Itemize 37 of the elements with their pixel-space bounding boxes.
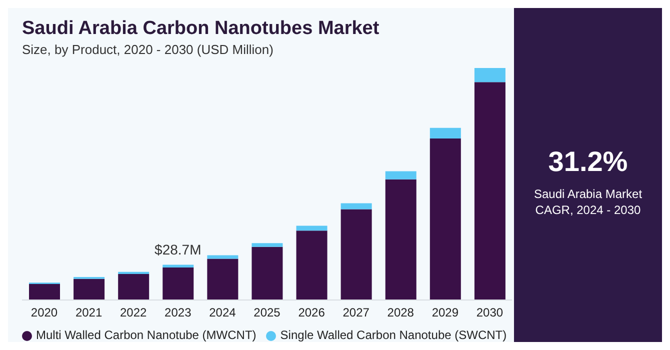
- chart-subtitle: Size, by Product, 2020 - 2030 (USD Million): [22, 42, 274, 57]
- x-tick-label: 2020: [30, 306, 58, 320]
- bar: [430, 138, 461, 300]
- x-tick-label: 2022: [120, 306, 148, 320]
- x-tick-label: 2021: [75, 306, 102, 320]
- x-tick-label: 2025: [254, 306, 281, 320]
- bar: [118, 274, 150, 300]
- annotation: $28.7M: [154, 242, 202, 258]
- bar: [74, 278, 105, 300]
- x-tick-label: 2026: [298, 306, 326, 320]
- bar: [340, 209, 372, 300]
- x-tick-label: 2023: [164, 306, 192, 320]
- x-tick-label: 2029: [432, 306, 459, 320]
- bar: [296, 230, 328, 300]
- x-tick-label: 2024: [209, 306, 236, 320]
- bar: [385, 179, 416, 300]
- bar: [118, 272, 150, 274]
- bar: [162, 264, 194, 268]
- bar: [474, 82, 506, 300]
- legend-label: Single Walled Carbon Nanotube (SWCNT): [280, 328, 507, 342]
- bar: [430, 128, 461, 139]
- bar: [207, 255, 238, 259]
- bar: [474, 68, 506, 82]
- x-tick-label: 2027: [342, 306, 370, 320]
- chart-title: Saudi Arabia Carbon Nanotubes Market: [22, 18, 380, 40]
- bar: [29, 284, 60, 300]
- legend-label: Multi Walled Carbon Nanotube (MWCNT): [36, 328, 256, 342]
- bar: [252, 243, 283, 247]
- bar: [252, 246, 283, 300]
- bar: [207, 258, 238, 300]
- x-tick-label: 2028: [387, 306, 414, 320]
- bar: [340, 203, 372, 210]
- bar: [385, 171, 416, 180]
- x-tick-label: 2030: [476, 306, 504, 320]
- side-panel: 31.2% Saudi Arabia Market CAGR, 2024 - 2030: [514, 8, 662, 342]
- bar: [296, 226, 328, 231]
- bar: [162, 268, 194, 300]
